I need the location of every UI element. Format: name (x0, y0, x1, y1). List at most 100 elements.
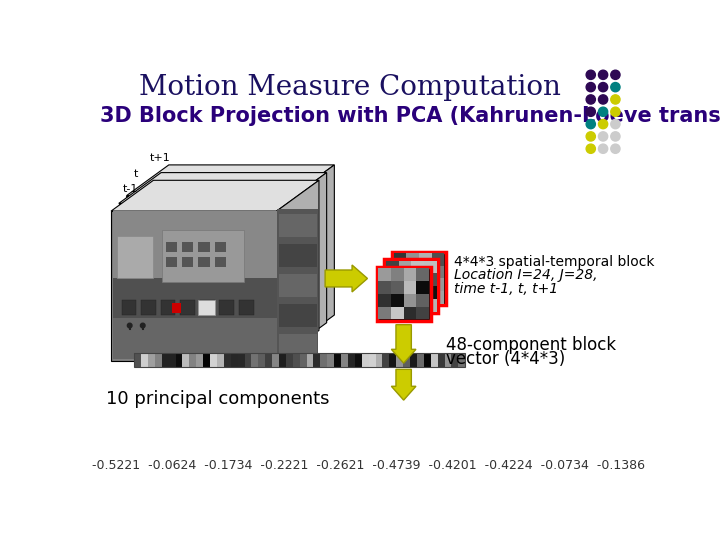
Circle shape (611, 83, 620, 92)
Bar (394, 266, 406, 279)
Bar (166, 257, 177, 267)
Bar (168, 353, 176, 367)
Bar (111, 211, 276, 361)
Circle shape (586, 144, 595, 153)
Bar (411, 273, 424, 286)
Text: 48-component block: 48-component block (446, 336, 616, 354)
Text: vector (4*4*3): vector (4*4*3) (446, 350, 565, 368)
Polygon shape (292, 165, 334, 346)
Text: t+1: t+1 (150, 153, 171, 164)
Bar (197, 353, 203, 367)
Bar (386, 273, 399, 286)
Bar (391, 294, 404, 307)
Bar (399, 261, 411, 273)
Bar (394, 253, 406, 266)
Circle shape (598, 95, 608, 104)
Bar (279, 214, 317, 237)
Bar (245, 353, 251, 367)
Bar (419, 266, 432, 279)
Bar (122, 300, 136, 315)
Bar (189, 353, 197, 367)
Text: 10 principal components: 10 principal components (106, 390, 329, 408)
Bar (117, 236, 153, 278)
Bar (396, 353, 403, 367)
Bar (419, 291, 432, 304)
Bar (265, 353, 272, 367)
Bar (424, 286, 437, 299)
Bar (251, 353, 258, 367)
Bar (410, 353, 417, 367)
Bar (416, 294, 429, 307)
Bar (432, 266, 444, 279)
Circle shape (611, 95, 620, 104)
Bar (258, 353, 265, 367)
Bar (224, 353, 230, 367)
Bar (238, 353, 245, 367)
Bar (376, 353, 382, 367)
Bar (182, 353, 189, 367)
Circle shape (127, 323, 132, 328)
Circle shape (598, 132, 608, 141)
Bar (431, 353, 438, 367)
Bar (390, 353, 396, 367)
Bar (210, 353, 217, 367)
Bar (416, 307, 429, 319)
Circle shape (611, 119, 620, 129)
Bar (182, 242, 194, 253)
Circle shape (611, 132, 620, 141)
Bar (406, 279, 419, 291)
Bar (378, 307, 391, 319)
Bar (378, 281, 391, 294)
Text: t: t (134, 169, 138, 179)
Text: t-1: t-1 (122, 184, 138, 194)
Polygon shape (111, 180, 319, 211)
Bar (424, 261, 437, 273)
Bar (394, 279, 406, 291)
Bar (220, 300, 234, 315)
Bar (230, 353, 238, 367)
Bar (444, 353, 451, 367)
Bar (279, 274, 317, 298)
Bar (272, 353, 279, 367)
Bar (162, 353, 168, 367)
Circle shape (611, 70, 620, 79)
Bar (386, 299, 399, 312)
FancyArrow shape (325, 265, 367, 292)
Bar (313, 353, 320, 367)
Bar (432, 291, 444, 304)
Bar (432, 279, 444, 291)
Polygon shape (284, 173, 327, 354)
Circle shape (586, 132, 595, 141)
Text: -0.5221  -0.0624  -0.1734  -0.2221  -0.2621  -0.4739  -0.4201  -0.4224  -0.0734 : -0.5221 -0.0624 -0.1734 -0.2221 -0.2621 … (92, 459, 646, 472)
Circle shape (598, 107, 608, 117)
Bar (113, 211, 276, 278)
Bar (286, 353, 293, 367)
Circle shape (586, 119, 595, 129)
Bar (141, 353, 148, 367)
Bar (134, 353, 465, 367)
Bar (166, 242, 177, 253)
Bar (134, 353, 141, 367)
Bar (403, 353, 410, 367)
Bar (279, 353, 286, 367)
Bar (386, 261, 399, 273)
Text: 3D Block Projection with PCA (Kahrunen-Loeve trans.): 3D Block Projection with PCA (Kahrunen-L… (99, 106, 720, 126)
Bar (404, 268, 416, 281)
Bar (404, 294, 416, 307)
Bar (459, 353, 465, 367)
Bar (198, 300, 215, 315)
Bar (404, 307, 416, 319)
Bar (378, 268, 391, 281)
Bar (384, 259, 438, 313)
Bar (391, 307, 404, 319)
Bar (406, 266, 419, 279)
Bar (239, 300, 253, 315)
Bar (355, 353, 361, 367)
Bar (399, 286, 411, 299)
Polygon shape (119, 173, 327, 204)
Polygon shape (127, 165, 334, 195)
Bar (438, 353, 444, 367)
Bar (198, 242, 210, 253)
Text: time t-1, t, t+1: time t-1, t, t+1 (454, 281, 558, 295)
Bar (198, 257, 210, 267)
